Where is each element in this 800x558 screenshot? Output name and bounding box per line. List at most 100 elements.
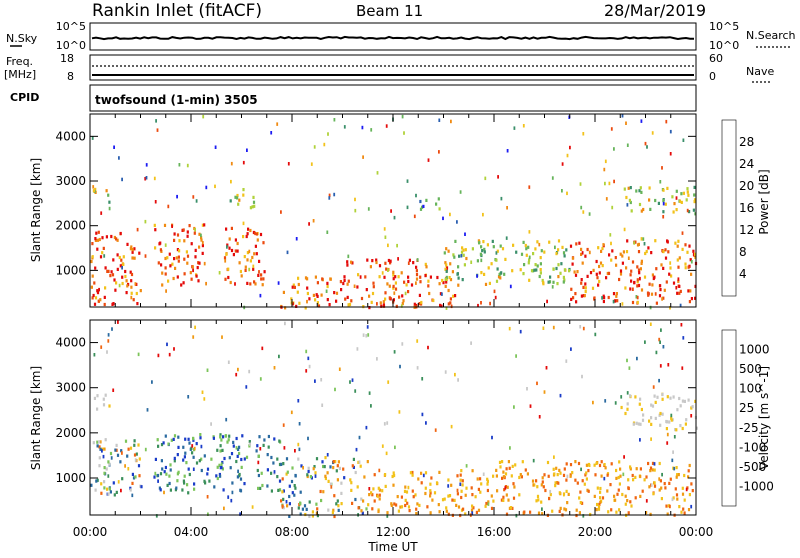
data-cell — [477, 487, 480, 491]
data-cell — [422, 473, 425, 478]
data-cell — [632, 287, 634, 291]
data-cell — [694, 212, 697, 216]
data-cell — [559, 506, 562, 510]
data-cell — [126, 284, 129, 288]
data-cell — [694, 255, 697, 259]
data-cell — [640, 237, 643, 241]
data-cell — [422, 204, 425, 208]
data-cell — [173, 456, 176, 460]
data-cell — [332, 508, 335, 512]
data-cell — [557, 248, 560, 252]
data-cell — [497, 175, 499, 179]
data-cell — [129, 446, 133, 450]
data-cell — [371, 507, 374, 511]
data-cell — [491, 435, 493, 440]
data-cell — [495, 279, 499, 283]
colorbar-tick-label: 8 — [739, 245, 747, 259]
data-cell — [615, 468, 618, 473]
data-cell — [378, 497, 381, 501]
data-cell — [664, 248, 667, 252]
data-cell — [525, 253, 528, 257]
data-cell — [349, 478, 352, 482]
data-cell — [658, 378, 660, 383]
data-cell — [484, 176, 487, 181]
data-cell — [329, 277, 332, 281]
data-cell — [419, 275, 422, 279]
data-cell — [246, 258, 249, 262]
data-cell — [102, 397, 105, 401]
data-cell — [670, 274, 673, 278]
data-cell — [566, 501, 569, 505]
data-cell — [299, 490, 302, 494]
data-cell — [457, 378, 459, 382]
data-cell — [445, 275, 448, 279]
data-cell — [199, 436, 202, 440]
data-cell — [237, 202, 240, 206]
data-cell — [532, 458, 535, 463]
data-cell — [398, 295, 401, 299]
data-cell — [413, 214, 416, 219]
data-cell — [196, 266, 199, 270]
data-cell — [156, 473, 160, 478]
data-cell — [338, 367, 341, 371]
data-cell — [683, 473, 686, 478]
data-cell — [368, 493, 371, 497]
data-cell — [455, 503, 458, 507]
data-cell — [637, 250, 641, 254]
data-cell — [528, 258, 531, 262]
data-cell — [663, 288, 666, 292]
colorbar-tick-label: 16 — [739, 201, 754, 215]
data-cell — [408, 258, 411, 262]
data-cell — [198, 245, 201, 249]
data-cell — [316, 507, 319, 511]
data-cell — [129, 488, 132, 492]
data-cell — [392, 284, 395, 288]
data-cell — [229, 280, 232, 285]
data-cell — [682, 336, 685, 340]
data-cell — [609, 233, 612, 237]
data-cell — [326, 453, 329, 457]
data-cell — [500, 498, 503, 502]
data-cell — [561, 189, 563, 193]
time-tick-label: 12:00 — [376, 525, 411, 539]
data-cell — [441, 278, 444, 283]
data-cell — [593, 463, 596, 467]
data-cell — [650, 422, 653, 426]
data-cell — [200, 236, 203, 240]
data-cell — [91, 242, 94, 246]
data-cell — [227, 275, 230, 280]
data-cell — [584, 286, 587, 290]
data-cell — [162, 441, 165, 445]
data-cell — [650, 251, 653, 255]
data-cell — [586, 247, 589, 252]
data-cell — [551, 176, 554, 180]
data-cell — [294, 473, 297, 478]
data-cell — [645, 249, 648, 254]
data-cell — [306, 473, 309, 477]
data-cell — [398, 410, 401, 414]
data-cell — [620, 395, 623, 399]
data-cell — [621, 492, 624, 497]
data-cell — [278, 439, 281, 443]
data-cell — [333, 118, 336, 122]
data-cell — [452, 253, 455, 257]
data-cell — [260, 273, 263, 277]
data-cell — [425, 421, 427, 425]
data-cell — [333, 494, 336, 498]
data-cell — [536, 494, 540, 498]
data-cell — [130, 245, 133, 249]
data-cell — [681, 426, 684, 431]
colorbar-tick-label: 500 — [739, 362, 762, 376]
data-cell — [238, 451, 241, 456]
data-cell — [403, 280, 406, 284]
data-cell — [579, 490, 582, 494]
data-cell — [92, 185, 95, 189]
data-cell — [270, 471, 273, 475]
data-cell — [515, 354, 517, 358]
data-cell — [509, 284, 512, 289]
data-cell — [346, 263, 349, 267]
data-cell — [137, 352, 140, 357]
data-cell — [447, 302, 450, 306]
